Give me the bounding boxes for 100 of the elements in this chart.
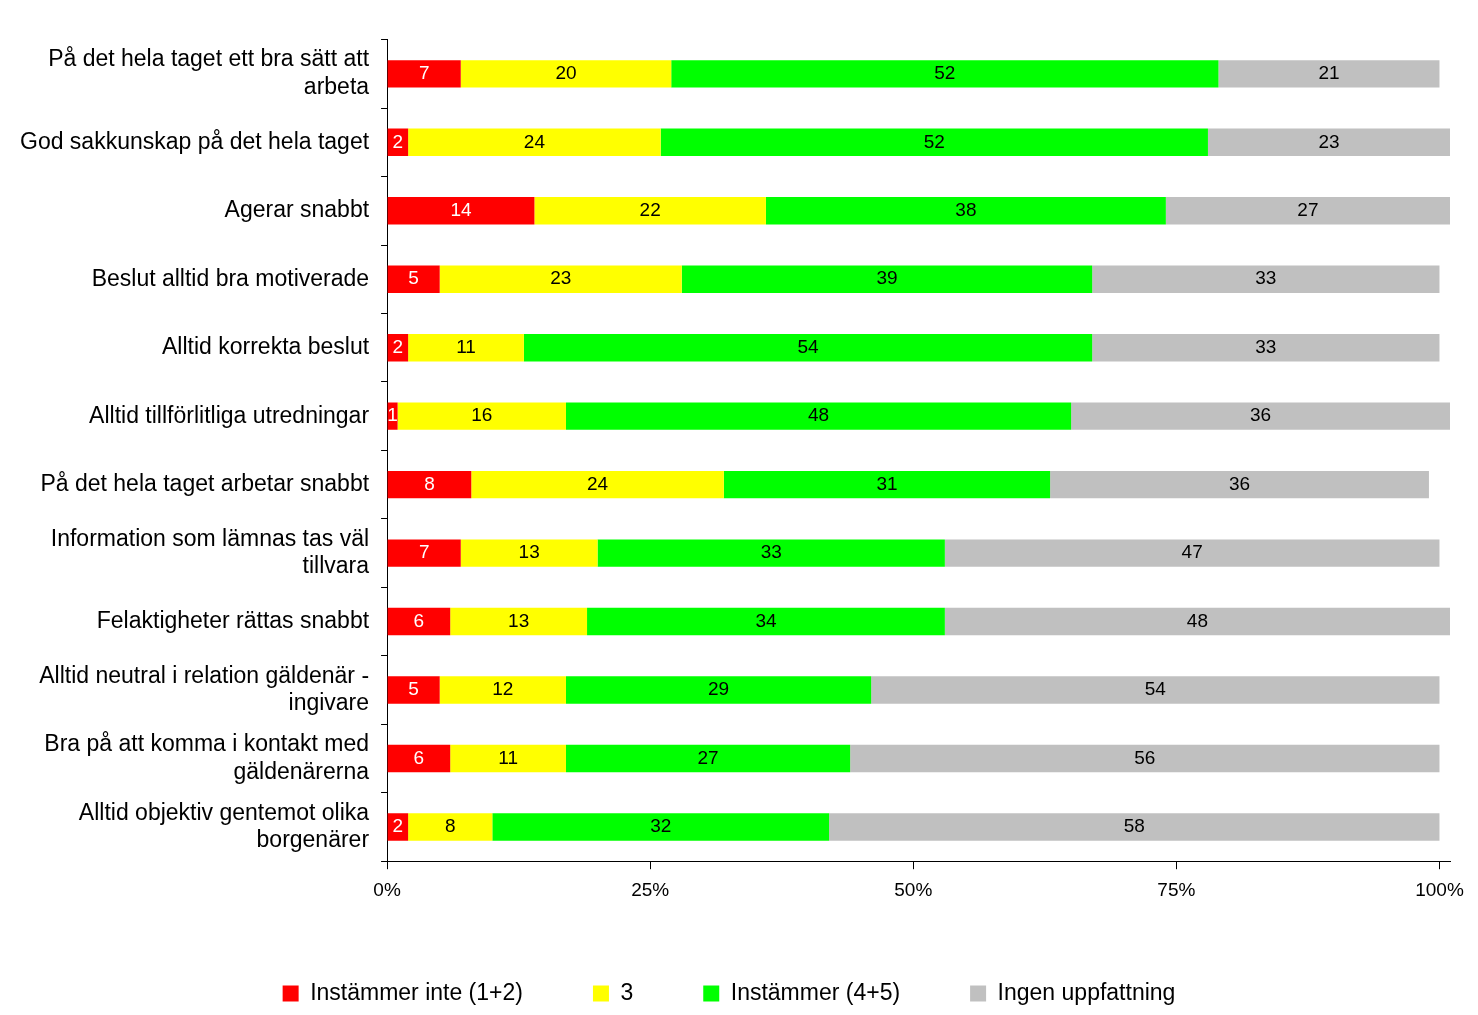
bar [387,539,461,567]
x-tick-label: 50% [894,878,933,900]
y-tick-label: Alltid objektiv gentemot olika borgenärer [78,798,370,853]
legend-label: 3 [620,978,634,1005]
bar [944,607,1450,636]
data-label: 13 [508,609,530,631]
bar [681,265,1093,293]
bar [408,334,524,362]
data-label: 6 [413,746,425,768]
bar [565,402,1072,430]
bar [1050,470,1429,499]
data-label: 2 [392,130,404,152]
data-label: 34 [755,609,777,631]
bar [534,197,766,225]
bar [944,539,1440,567]
legend-label: Ingen uppfattning [997,978,1176,1005]
y-tick-label: Agerar snabbt [224,196,370,223]
data-label: 13 [518,541,540,563]
bar [1092,265,1440,293]
data-label: 7 [418,541,430,563]
data-label: 8 [444,815,456,837]
y-tick-label: Bra på att komma i kontakt med gäldenärerna [44,730,370,784]
y-tick-label: Alltid korrekta beslut [161,333,370,360]
data-label: 16 [471,404,493,426]
data-label: 33 [1255,267,1277,289]
data-label: 20 [555,62,577,84]
data-label: 54 [1144,678,1167,700]
data-label: 31 [876,472,898,494]
bar [450,744,566,773]
data-label: 6 [413,609,425,631]
data-label: 24 [523,130,546,152]
bar [850,744,1440,773]
data-label: 12 [492,678,514,700]
bar [408,128,661,156]
y-tick-label: Alltid neutral i relation gäldenär - ingivare [39,661,370,716]
bar [397,402,566,430]
y-tick-label: Felaktigheter rättas snabbt [96,606,370,633]
data-label: 5 [408,678,419,700]
x-tick-label: 75% [1157,878,1196,900]
data-label: 36 [1250,404,1272,426]
data-label: 56 [1134,746,1156,768]
bar [660,128,1208,156]
bar [765,197,1166,225]
data-label: 5 [408,267,419,289]
bar [1207,128,1450,156]
bar [387,744,451,773]
data-label: 7 [418,62,430,84]
data-label: 38 [955,199,977,220]
data-label: 39 [876,267,898,289]
data-label: 11 [456,335,476,357]
data-label: 1 [387,404,398,426]
bar [387,60,461,88]
data-label: 36 [1228,472,1251,494]
bar [408,813,493,841]
legend-label: Instämmer inte (1+2) [310,978,523,1005]
data-label: 27 [1297,199,1319,220]
data-label: 2 [392,815,404,837]
bar [1092,334,1440,362]
y-tick-label: På det hela taget ett bra sätt att arbeta [48,45,370,99]
data-label: 54 [797,335,820,357]
bar [1165,197,1450,225]
data-label: 23 [1318,130,1340,152]
data-label: 14 [450,199,472,220]
bar [450,607,588,636]
bar [1218,60,1440,88]
bar [671,60,1219,88]
y-tick-label: På det hela taget arbetar snabbt [40,469,370,496]
data-label: 48 [1186,609,1208,631]
bar [387,607,451,636]
data-label: 21 [1318,62,1340,84]
data-label: 22 [639,199,661,220]
bar [460,539,598,567]
bar [829,813,1440,841]
bar [460,60,672,88]
bar [387,470,472,499]
x-tick-label: 0% [373,878,401,900]
bar [723,470,1051,499]
data-label: 33 [760,541,782,563]
x-tick-label: 25% [631,878,670,900]
bar [387,676,440,704]
data-label: 33 [1255,335,1277,357]
data-label: 52 [923,130,945,152]
data-label: 32 [650,815,672,837]
data-label: 27 [697,746,719,768]
data-label: 47 [1181,541,1203,563]
y-tick-label: Alltid tillförlitliga utredningar [89,401,370,428]
bar [871,676,1440,704]
data-label: 48 [807,404,830,426]
data-label: 8 [424,472,435,494]
data-label: 23 [550,267,572,289]
bar [565,676,872,704]
data-label: 11 [498,746,518,768]
data-label: 58 [1123,815,1145,837]
data-label: 24 [586,472,609,494]
bar [471,470,724,499]
y-tick-label: God sakkunskap på det hela taget [20,127,370,154]
bar [439,265,682,293]
legend-label: Instämmer (4+5) [730,978,901,1005]
bar [1071,402,1450,430]
bar [439,676,566,704]
